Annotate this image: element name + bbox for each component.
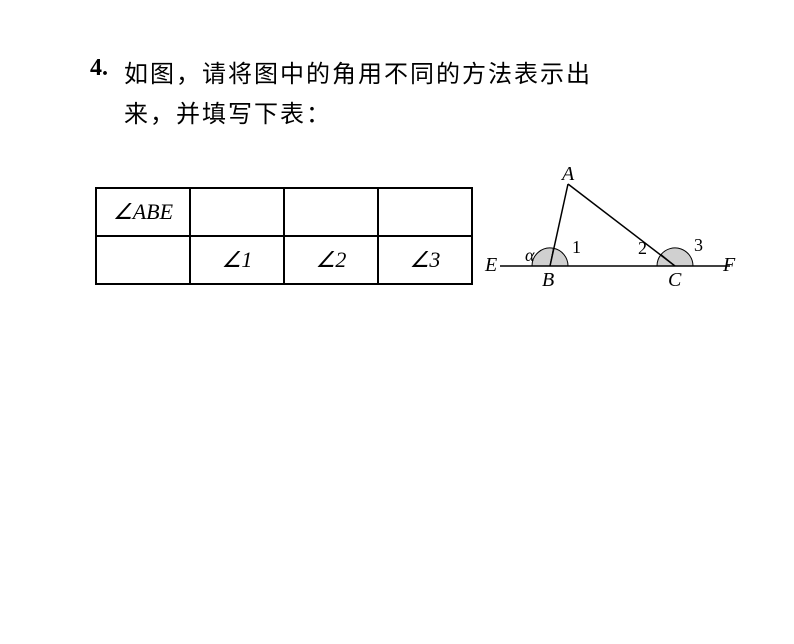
diagram-svg xyxy=(480,172,780,302)
problem-text: 如图，请将图中的角用不同的方法表示出 来，并填写下表： xyxy=(124,55,684,135)
label-F: F xyxy=(723,254,735,277)
table-cell: ∠ABE xyxy=(96,188,190,236)
table-row: ∠1 ∠2 ∠3 xyxy=(96,236,472,284)
answer-table-wrapper: ∠ABE ∠1 ∠2 ∠3 xyxy=(95,187,473,285)
label-E: E xyxy=(485,254,497,277)
text-line-1: 如图，请将图中的角用不同的方法表示出 xyxy=(124,62,592,88)
table-cell xyxy=(96,236,190,284)
label-angle-3: 3 xyxy=(694,235,703,256)
label-angle-1: 1 xyxy=(572,237,581,258)
answer-table: ∠ABE ∠1 ∠2 ∠3 xyxy=(95,187,473,285)
table-cell: ∠3 xyxy=(378,236,472,284)
label-angle-2: 2 xyxy=(638,238,647,259)
table-cell: ∠1 xyxy=(190,236,284,284)
problem-number: 4. xyxy=(90,55,108,82)
table-cell: ∠2 xyxy=(284,236,378,284)
label-alpha: α xyxy=(525,245,534,266)
text-line-2: 来，并填写下表： xyxy=(124,102,332,128)
table-row: ∠ABE xyxy=(96,188,472,236)
geometry-diagram: A E B C F α 1 2 3 xyxy=(480,172,780,302)
table-cell xyxy=(284,188,378,236)
table-cell xyxy=(378,188,472,236)
label-C: C xyxy=(668,269,681,292)
label-B: B xyxy=(542,269,554,292)
line-AC xyxy=(568,184,675,266)
label-A: A xyxy=(562,163,574,186)
table-cell xyxy=(190,188,284,236)
